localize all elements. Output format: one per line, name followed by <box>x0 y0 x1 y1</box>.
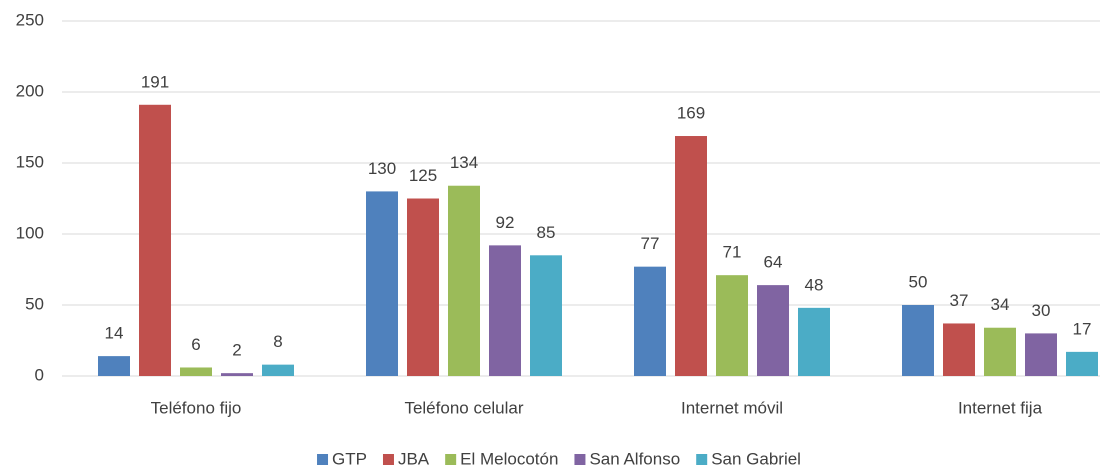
bar <box>366 191 398 376</box>
data-label: 2 <box>232 341 241 360</box>
bar <box>448 185 480 376</box>
bar <box>943 323 975 376</box>
data-label: 92 <box>496 213 515 232</box>
x-tick-label: Teléfono celular <box>404 398 523 417</box>
legend-label: GTP <box>332 449 367 468</box>
y-tick-label: 0 <box>35 365 44 384</box>
bar <box>716 275 748 376</box>
data-label: 77 <box>641 234 660 253</box>
x-tick-label: Teléfono fijo <box>151 398 242 417</box>
bar <box>530 255 562 376</box>
x-tick-label: Internet fija <box>958 398 1043 417</box>
bar <box>98 356 130 376</box>
legend-label: San Gabriel <box>711 449 801 468</box>
legend-swatch <box>574 454 586 465</box>
data-label: 134 <box>450 153 478 172</box>
data-label: 34 <box>991 295 1010 314</box>
bar <box>1066 351 1098 376</box>
bar <box>221 373 253 376</box>
y-tick-label: 250 <box>16 10 44 29</box>
bar <box>139 104 171 376</box>
data-label: 125 <box>409 166 437 185</box>
data-label: 37 <box>950 291 969 310</box>
legend-swatch <box>382 454 394 465</box>
data-label: 14 <box>105 324 124 343</box>
bar <box>798 307 830 376</box>
y-tick-label: 100 <box>16 223 44 242</box>
data-label: 130 <box>368 159 396 178</box>
data-label: 17 <box>1073 319 1092 338</box>
data-label: 64 <box>764 253 783 272</box>
legend-swatch <box>696 454 708 465</box>
y-tick-label: 150 <box>16 152 44 171</box>
y-tick-label: 200 <box>16 81 44 100</box>
x-tick-label: Internet móvil <box>681 398 783 417</box>
data-label: 50 <box>909 272 928 291</box>
bar <box>675 136 707 376</box>
data-label: 71 <box>723 243 742 262</box>
y-tick-label: 50 <box>25 294 44 313</box>
legend-label: El Melocotón <box>460 449 558 468</box>
bar <box>902 305 934 376</box>
legend-swatch <box>445 454 457 465</box>
bar <box>634 266 666 376</box>
bar <box>262 364 294 376</box>
bar <box>757 285 789 376</box>
data-label: 6 <box>191 335 200 354</box>
bar <box>984 327 1016 376</box>
legend-swatch <box>317 454 329 465</box>
data-label: 30 <box>1032 301 1051 320</box>
legend-label: San Alfonso <box>589 449 680 468</box>
data-label: 8 <box>273 332 282 351</box>
data-label: 169 <box>677 104 705 123</box>
data-label: 85 <box>537 223 556 242</box>
data-label: 191 <box>141 72 169 91</box>
bar <box>1025 333 1057 376</box>
bar <box>489 245 521 376</box>
bar <box>407 198 439 376</box>
bar <box>180 367 212 376</box>
data-label: 48 <box>805 275 824 294</box>
legend-label: JBA <box>398 449 430 468</box>
